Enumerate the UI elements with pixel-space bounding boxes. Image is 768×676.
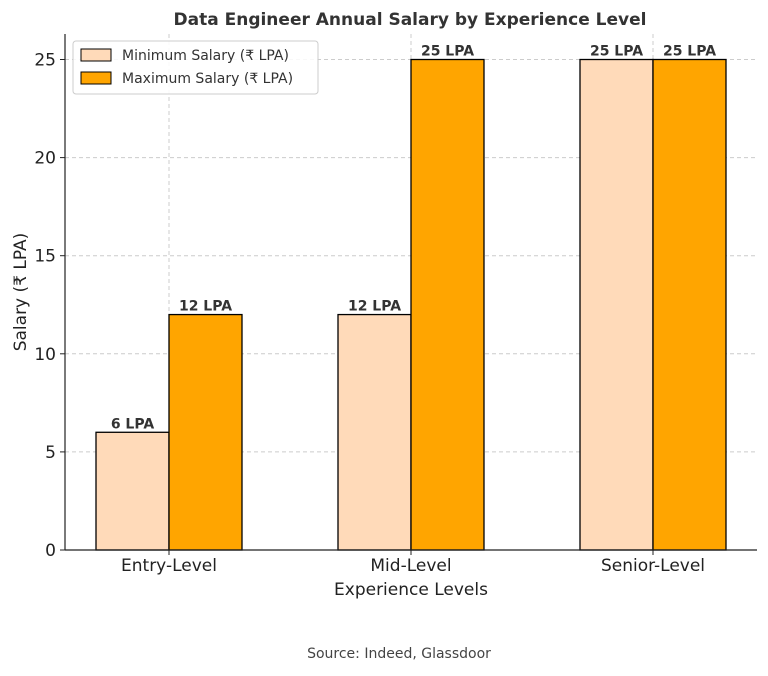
legend-label-minimum: Minimum Salary (₹ LPA) xyxy=(122,48,289,64)
legend-swatch-minimum xyxy=(80,48,112,62)
y-tick-label: 15 xyxy=(34,247,56,267)
y-axis-label: Salary (₹ LPA) xyxy=(11,233,31,352)
data-label: 6 LPA xyxy=(111,416,155,432)
bar-minimum xyxy=(337,313,412,551)
x-tick-label: Entry-Level xyxy=(121,556,217,576)
chart-title: Data Engineer Annual Salary by Experienc… xyxy=(174,10,647,30)
data-labels: 6 LPA 12 LPA 25 LPA 12 LPA 25 LPA 25 LPA xyxy=(111,44,716,433)
data-label: 25 LPA xyxy=(590,44,643,60)
data-label: 12 LPA xyxy=(348,299,401,315)
x-ticks: Entry-Level Mid-Level Senior-Level xyxy=(121,550,705,576)
y-tick-label: 0 xyxy=(45,541,56,561)
y-tick-label: 25 xyxy=(34,51,56,71)
legend: Minimum Salary (₹ LPA) Maximum Salary (₹… xyxy=(72,40,319,95)
y-ticks: 0 5 10 15 20 25 xyxy=(34,51,65,561)
bar-maximum xyxy=(168,313,243,551)
bar-minimum xyxy=(95,431,170,551)
legend-box xyxy=(72,40,319,95)
bars xyxy=(95,58,727,551)
x-tick-label: Mid-Level xyxy=(370,556,451,576)
data-label: 25 LPA xyxy=(663,44,716,60)
data-label: 12 LPA xyxy=(179,299,232,315)
legend-swatch-maximum xyxy=(80,71,112,85)
bar-maximum xyxy=(652,58,727,551)
y-tick-label: 5 xyxy=(45,443,56,463)
x-axis-label: Experience Levels xyxy=(334,580,488,600)
data-label: 25 LPA xyxy=(421,44,474,60)
source-note: Source: Indeed, Glassdoor xyxy=(307,646,491,662)
bar-maximum xyxy=(410,58,485,551)
bar-minimum xyxy=(579,58,654,551)
y-tick-label: 20 xyxy=(34,149,56,169)
legend-label-maximum: Maximum Salary (₹ LPA) xyxy=(122,71,293,87)
y-tick-label: 10 xyxy=(34,345,56,365)
x-tick-label: Senior-Level xyxy=(601,556,705,576)
